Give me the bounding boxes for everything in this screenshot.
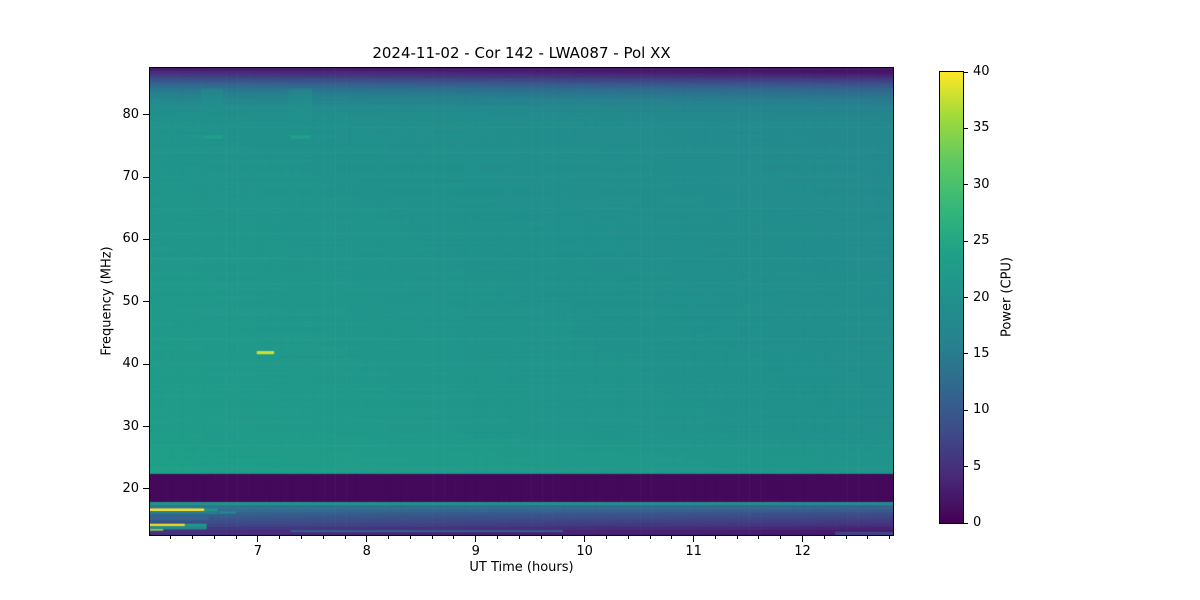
x-minor-tick bbox=[627, 536, 629, 539]
colorbar-tick bbox=[964, 71, 968, 73]
x-minor-tick bbox=[388, 536, 390, 539]
x-tick-label: 11 bbox=[685, 544, 702, 559]
colorbar-tick-label: 30 bbox=[973, 176, 990, 192]
x-minor-tick bbox=[409, 536, 411, 539]
x-minor-tick bbox=[540, 536, 542, 539]
colorbar-tick-label: 10 bbox=[973, 402, 990, 418]
x-minor-tick bbox=[518, 536, 520, 539]
y-tick-label: 60 bbox=[122, 231, 139, 247]
x-minor-tick bbox=[279, 536, 281, 539]
y-major-tick bbox=[143, 176, 149, 178]
colorbar-gradient bbox=[939, 71, 964, 524]
y-tick-label: 80 bbox=[122, 106, 139, 122]
colorbar-tick-label: 40 bbox=[973, 64, 990, 79]
x-minor-tick bbox=[191, 536, 193, 539]
y-tick-label: 20 bbox=[122, 480, 139, 496]
x-minor-tick bbox=[170, 536, 172, 539]
x-minor-tick bbox=[213, 536, 215, 539]
x-minor-tick bbox=[431, 536, 433, 539]
y-major-tick bbox=[143, 238, 149, 240]
x-minor-tick bbox=[867, 536, 869, 539]
y-tick-label: 70 bbox=[122, 169, 139, 185]
colorbar-tick bbox=[964, 184, 968, 186]
x-minor-tick bbox=[322, 536, 324, 539]
x-minor-tick bbox=[845, 536, 847, 539]
x-minor-tick bbox=[453, 536, 455, 539]
x-major-tick bbox=[257, 536, 259, 542]
colorbar-tick bbox=[964, 240, 968, 242]
x-tick-label: 12 bbox=[794, 544, 811, 559]
x-minor-tick bbox=[823, 536, 825, 539]
colorbar-tick bbox=[964, 127, 968, 129]
x-minor-tick bbox=[605, 536, 607, 539]
colorbar-tick-label: 20 bbox=[973, 289, 990, 305]
x-tick-label: 10 bbox=[576, 544, 593, 559]
colorbar-tick bbox=[964, 466, 968, 468]
x-major-tick bbox=[802, 536, 804, 542]
x-tick-label: 9 bbox=[471, 544, 480, 559]
spectrogram-canvas bbox=[150, 68, 893, 535]
x-major-tick bbox=[475, 536, 477, 542]
x-minor-tick bbox=[780, 536, 782, 539]
y-major-tick bbox=[143, 488, 149, 490]
colorbar-tick-label: 15 bbox=[973, 345, 990, 361]
colorbar-tick bbox=[964, 297, 968, 298]
y-tick-label: 40 bbox=[122, 356, 139, 372]
x-axis-label: UT Time (hours) bbox=[469, 560, 574, 575]
x-major-tick bbox=[693, 536, 695, 542]
x-minor-tick bbox=[671, 536, 673, 539]
colorbar-tick bbox=[964, 353, 968, 355]
y-major-tick bbox=[143, 363, 149, 365]
y-major-tick bbox=[143, 426, 149, 427]
y-tick-label: 30 bbox=[122, 418, 139, 434]
x-minor-tick bbox=[562, 536, 564, 539]
x-minor-tick bbox=[649, 536, 651, 539]
x-tick-label: 7 bbox=[253, 544, 262, 559]
x-minor-tick bbox=[300, 536, 302, 539]
colorbar-tick bbox=[964, 522, 968, 524]
x-tick-label: 8 bbox=[362, 544, 371, 559]
colorbar-tick-label: 35 bbox=[973, 120, 990, 136]
colorbar-tick-label: 0 bbox=[973, 515, 982, 530]
y-tick-label: 50 bbox=[122, 293, 139, 309]
x-minor-tick bbox=[235, 536, 237, 539]
colorbar-tick bbox=[964, 409, 968, 411]
x-minor-tick bbox=[497, 536, 499, 539]
x-minor-tick bbox=[714, 536, 716, 539]
x-minor-tick bbox=[736, 536, 738, 539]
x-minor-tick bbox=[889, 536, 891, 539]
x-major-tick bbox=[584, 536, 586, 542]
colorbar-tick-label: 25 bbox=[973, 233, 990, 249]
plot-area bbox=[149, 67, 894, 536]
x-minor-tick bbox=[758, 536, 760, 539]
x-minor-tick bbox=[344, 536, 346, 539]
colorbar-tick-label: 5 bbox=[973, 458, 982, 474]
y-major-tick bbox=[143, 301, 149, 303]
figure-title: 2024-11-02 - Cor 142 - LWA087 - Pol XX bbox=[372, 44, 671, 62]
y-major-tick bbox=[143, 114, 149, 116]
x-major-tick bbox=[366, 536, 368, 542]
